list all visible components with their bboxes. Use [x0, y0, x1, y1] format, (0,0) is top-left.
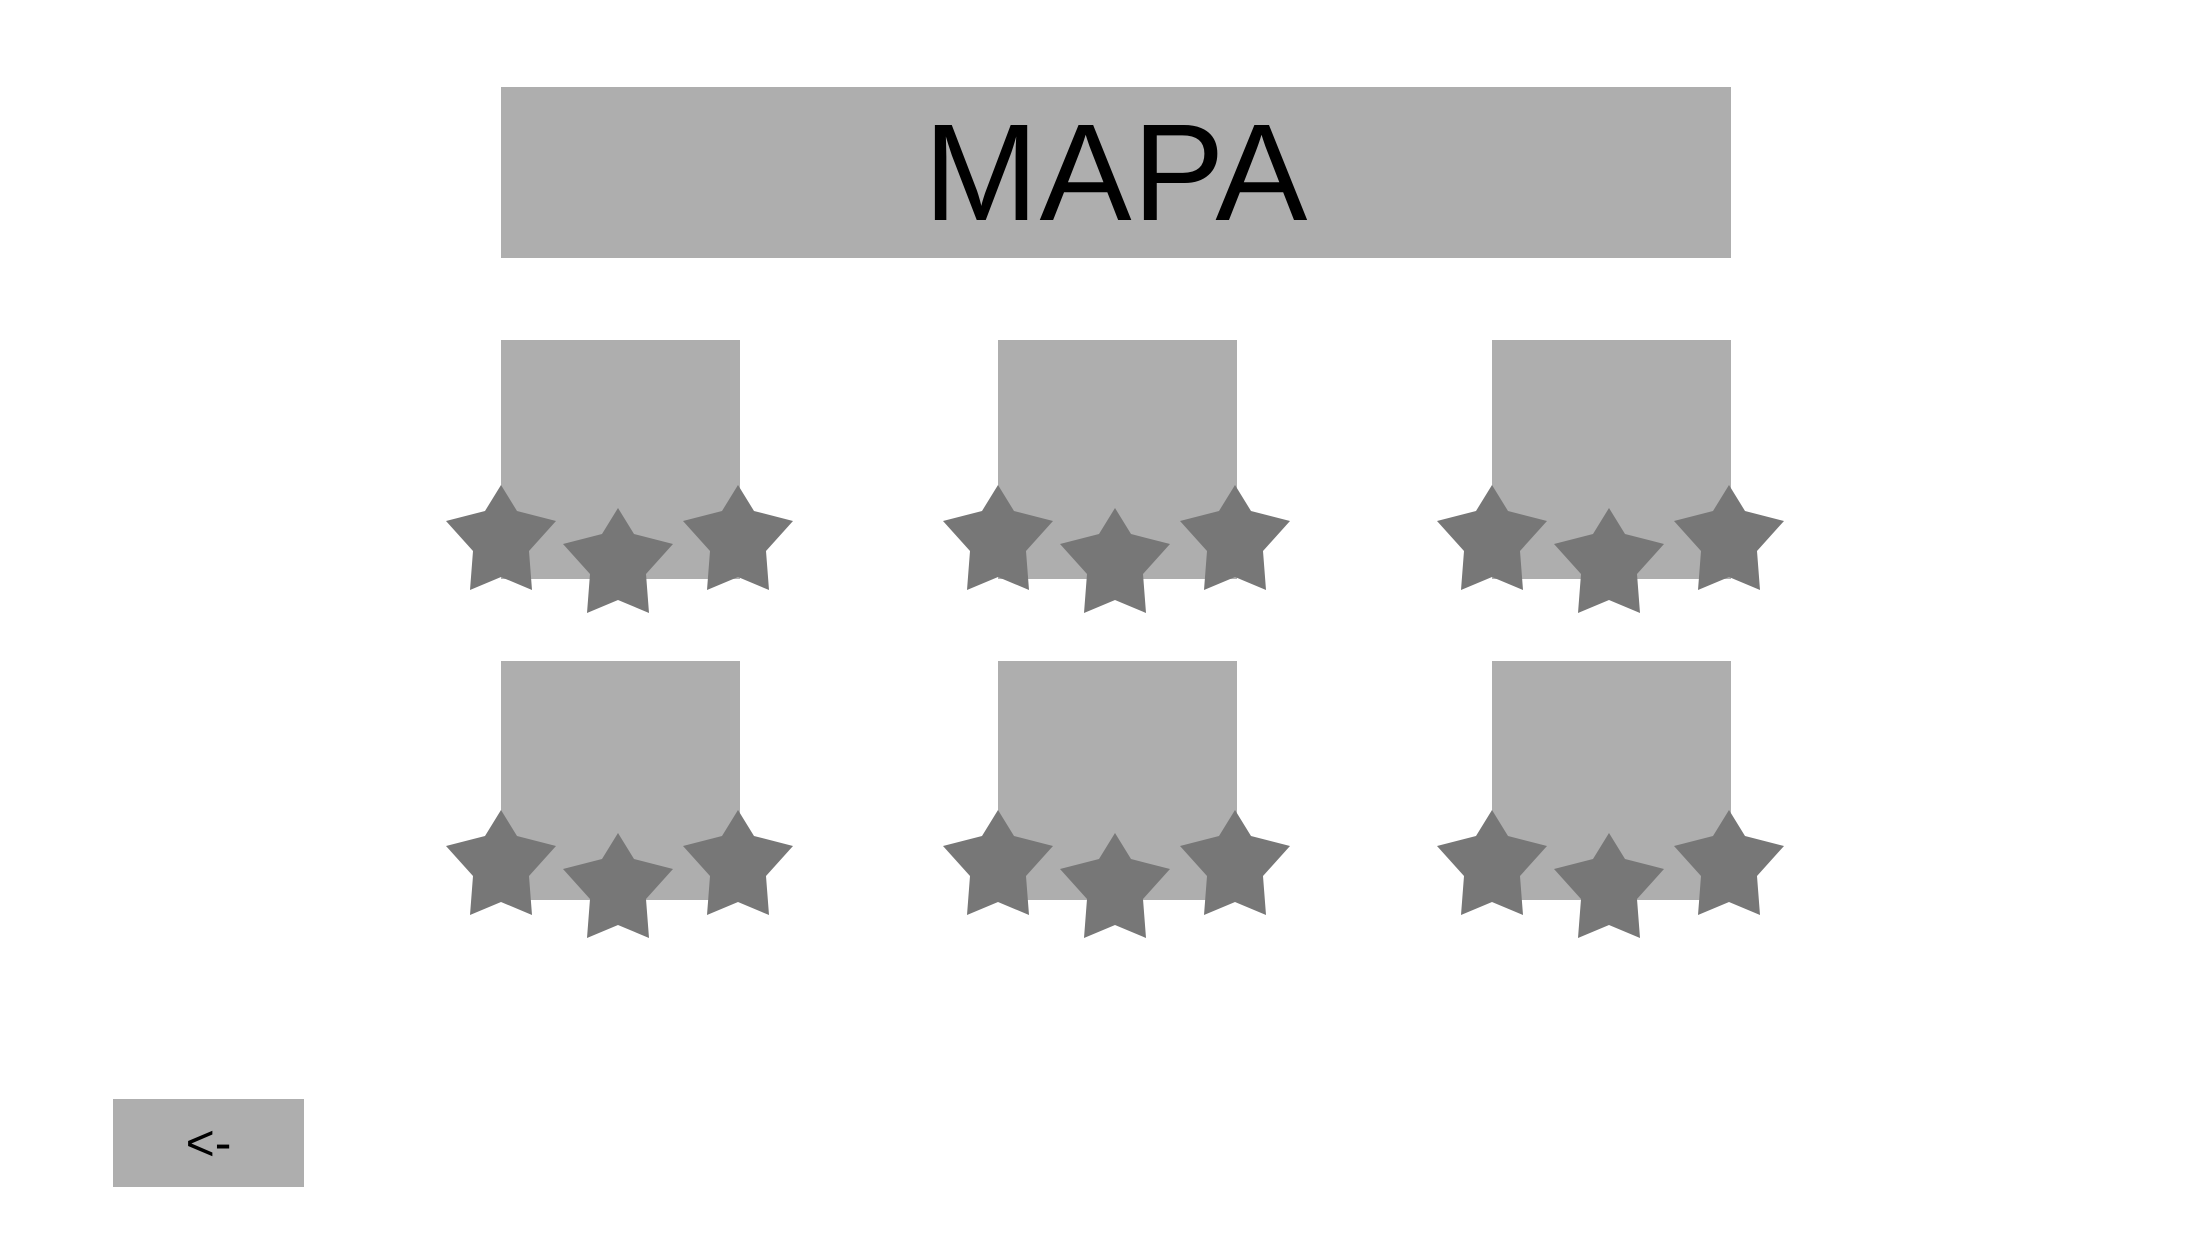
level-stars — [446, 340, 793, 613]
star-icon — [682, 485, 794, 593]
star-icon — [562, 508, 674, 616]
title-bar: MAPA — [501, 87, 1731, 258]
level-tile-4[interactable] — [446, 661, 793, 938]
star-icon — [1673, 485, 1785, 593]
star-icon — [1553, 833, 1665, 941]
level-stars — [1437, 661, 1784, 938]
level-stars — [1437, 340, 1784, 613]
level-tile-3[interactable] — [1437, 340, 1784, 613]
star-icon — [445, 810, 557, 918]
star-icon — [445, 485, 557, 593]
star-icon — [942, 810, 1054, 918]
star-icon — [1179, 485, 1291, 593]
level-tile-5[interactable] — [943, 661, 1290, 938]
star-icon — [562, 833, 674, 941]
star-icon — [1059, 833, 1171, 941]
back-button[interactable]: <- — [113, 1099, 304, 1187]
level-tile-6[interactable] — [1437, 661, 1784, 938]
star-icon — [682, 810, 794, 918]
level-stars — [943, 661, 1290, 938]
star-icon — [1436, 485, 1548, 593]
star-icon — [1179, 810, 1291, 918]
star-icon — [1673, 810, 1785, 918]
level-tile-2[interactable] — [943, 340, 1290, 613]
page-title: MAPA — [923, 95, 1309, 250]
star-icon — [1553, 508, 1665, 616]
star-icon — [1436, 810, 1548, 918]
level-stars — [446, 661, 793, 938]
level-tile-1[interactable] — [446, 340, 793, 613]
star-icon — [1059, 508, 1171, 616]
star-icon — [942, 485, 1054, 593]
level-stars — [943, 340, 1290, 613]
